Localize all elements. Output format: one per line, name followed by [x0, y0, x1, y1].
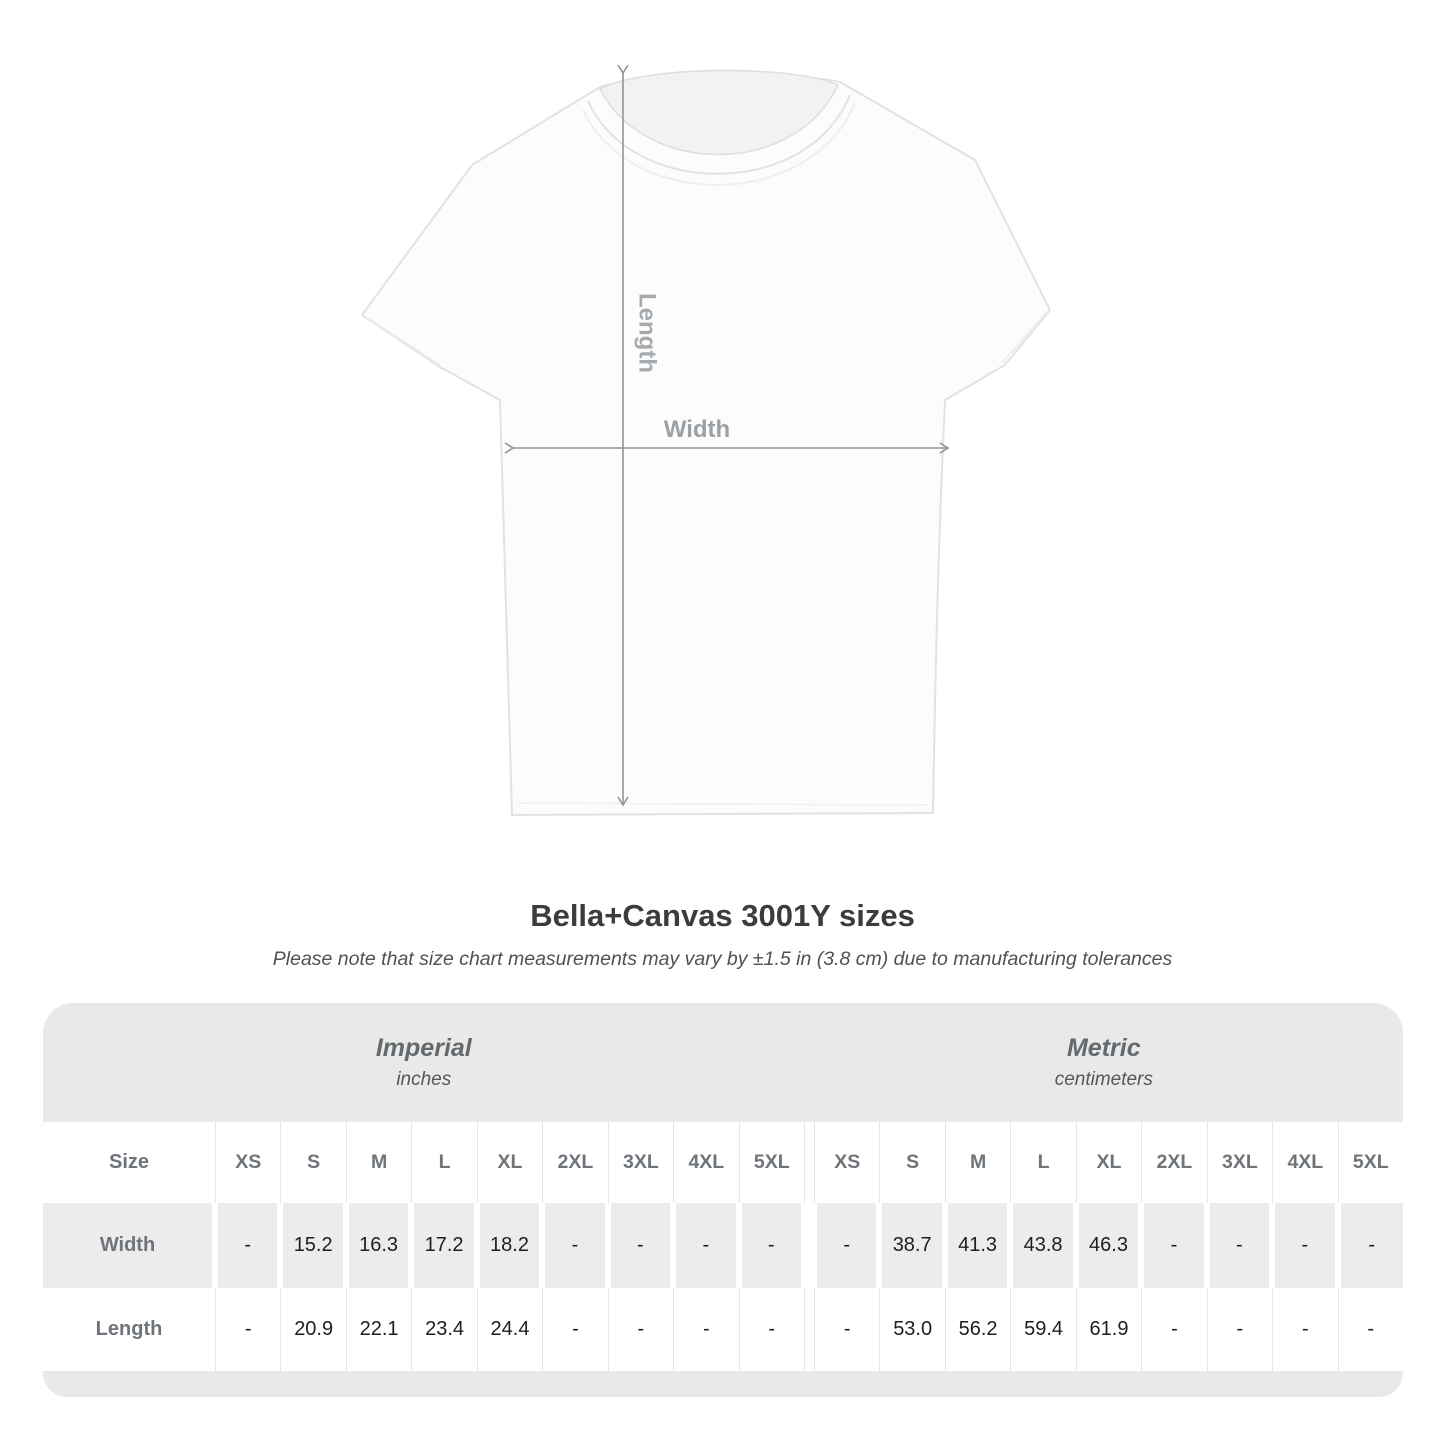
- measurement-value-cell: 22.1: [345, 1288, 412, 1371]
- measurement-value-cell: -: [542, 1203, 608, 1288]
- table-row: Length -20.9 22.1 23.4 24.4- - - - -53.0 56.2 59.4…: [43, 1288, 1403, 1371]
- measurement-value-cell: -: [1272, 1288, 1338, 1371]
- size-header-cell: XL: [476, 1122, 543, 1203]
- measurement-value-cell: -: [738, 1288, 804, 1371]
- measurement-value-cell: -: [1272, 1203, 1338, 1288]
- size-header-cell: M: [944, 1122, 1011, 1203]
- measurement-value-cell: 23.4: [411, 1288, 477, 1371]
- measurement-value-cell: 41.3: [944, 1203, 1011, 1288]
- size-header-cell: M: [345, 1122, 412, 1203]
- measurement-value-cell: -: [542, 1288, 608, 1371]
- tolerance-note: Please note that size chart measurements…: [272, 948, 1173, 970]
- shirt-diagram: Length Width: [361, 65, 1051, 816]
- size-header-cell: 4XL: [673, 1122, 739, 1203]
- size-header-cell: XS: [215, 1122, 281, 1203]
- size-header-cell: XL: [1075, 1122, 1142, 1203]
- measurement-value-cell: 43.8: [1010, 1203, 1076, 1288]
- size-header-cell: S: [879, 1122, 945, 1203]
- measurement-value-cell: 20.9: [280, 1288, 346, 1371]
- measurement-value-cell: 15.2: [280, 1203, 346, 1288]
- tshirt-neck-opening: [598, 69, 839, 156]
- measurement-value-cell: -: [1337, 1288, 1403, 1371]
- size-header-cell: 3XL: [607, 1122, 674, 1203]
- measurement-value-cell: 56.2: [944, 1288, 1011, 1371]
- measurement-value-cell: 18.2: [476, 1203, 543, 1288]
- length-label: Length: [634, 293, 661, 373]
- page-title: Bella+Canvas 3001Y sizes: [530, 898, 915, 933]
- metric-unit-header: Metric centimeters: [805, 1003, 1403, 1122]
- size-table-rows: Size XS S M L XL 2XL 3XL 4XL 5XL XS S M L XL 2XL 3XL 4XL 5…: [43, 1122, 1403, 1371]
- tshirt-body: [361, 74, 1051, 816]
- tshirt-hem-stitch: [517, 802, 929, 806]
- measurement-value-cell: 59.4: [1010, 1288, 1076, 1371]
- size-header-cell: 5XL: [1337, 1122, 1403, 1203]
- size-column-header: Size: [43, 1122, 215, 1203]
- measurement-value-cell: -: [673, 1203, 739, 1288]
- unit-group-divider: [803, 1203, 814, 1288]
- size-column-header-text: Size: [108, 1151, 150, 1173]
- imperial-label: Imperial: [375, 1033, 472, 1062]
- size-header-cell: S: [280, 1122, 346, 1203]
- width-row-label-text: Width: [99, 1234, 156, 1256]
- tshirt-right-sleeve-seam: [1001, 312, 1047, 364]
- measurement-value-cell: -: [1141, 1203, 1207, 1288]
- measurement-value-cell: -: [607, 1288, 674, 1371]
- size-header-cell: 4XL: [1272, 1122, 1338, 1203]
- unit-group-divider: [803, 1122, 814, 1203]
- measurement-value-cell: -: [813, 1288, 880, 1371]
- length-row-label: Length: [43, 1288, 215, 1371]
- unit-header-band: Imperial inches Metric centimeters: [43, 1003, 1403, 1122]
- measurement-value-cell: -: [607, 1203, 674, 1288]
- tshirt-collar-seam-outer: [587, 94, 851, 175]
- measurement-value-cell: -: [1206, 1203, 1273, 1288]
- measurement-value-cell: 24.4: [476, 1288, 543, 1371]
- measurement-value-cell: -: [738, 1203, 804, 1288]
- size-header-cell: XS: [813, 1122, 880, 1203]
- measurement-value-cell: 61.9: [1075, 1288, 1142, 1371]
- size-header-cell: 3XL: [1206, 1122, 1273, 1203]
- measurement-value-cell: 38.7: [879, 1203, 945, 1288]
- width-row-label: Width: [43, 1203, 215, 1288]
- measurement-value-cell: -: [1206, 1288, 1273, 1371]
- size-header-cell: 2XL: [542, 1122, 608, 1203]
- measurement-value-cell: -: [215, 1203, 281, 1288]
- unit-group-divider: [803, 1288, 814, 1371]
- measurement-value-cell: 53.0: [879, 1288, 945, 1371]
- table-row: Size XS S M L XL 2XL 3XL 4XL 5XL XS S M L XL 2XL 3XL 4XL 5…: [43, 1122, 1403, 1203]
- metric-label: Metric: [1066, 1033, 1141, 1062]
- measurement-value-cell: -: [1337, 1203, 1403, 1288]
- metric-sublabel: centimeters: [1054, 1069, 1153, 1091]
- measurement-value-cell: 46.3: [1075, 1203, 1142, 1288]
- size-header-cell: 5XL: [738, 1122, 804, 1203]
- imperial-sublabel: inches: [396, 1069, 452, 1091]
- imperial-unit-header: Imperial inches: [43, 1003, 805, 1122]
- measurement-value-cell: -: [813, 1203, 880, 1288]
- length-row-label-text: Length: [95, 1318, 163, 1340]
- size-header-cell: 2XL: [1141, 1122, 1207, 1203]
- tshirt-measurement-illustration: Length Width: [361, 65, 1051, 816]
- measurement-value-cell: -: [673, 1288, 739, 1371]
- table-footer-band: [43, 1371, 1403, 1397]
- table-row: Width -15.2 16.3 17.2 18.2- - - - -38.7 41.3 43.8 4…: [43, 1203, 1403, 1288]
- measurement-value-cell: -: [215, 1288, 281, 1371]
- tshirt-collar-seam-inner: [582, 102, 856, 186]
- measurement-value-cell: -: [1141, 1288, 1207, 1371]
- tshirt-left-sleeve-seam: [365, 316, 441, 366]
- size-header-cell: L: [411, 1122, 477, 1203]
- width-label: Width: [664, 416, 730, 443]
- measurement-value-cell: 17.2: [411, 1203, 477, 1288]
- size-chart-table: Imperial inches Metric centimeters Size X…: [43, 1003, 1403, 1397]
- measurement-value-cell: 16.3: [345, 1203, 412, 1288]
- size-header-cell: L: [1010, 1122, 1076, 1203]
